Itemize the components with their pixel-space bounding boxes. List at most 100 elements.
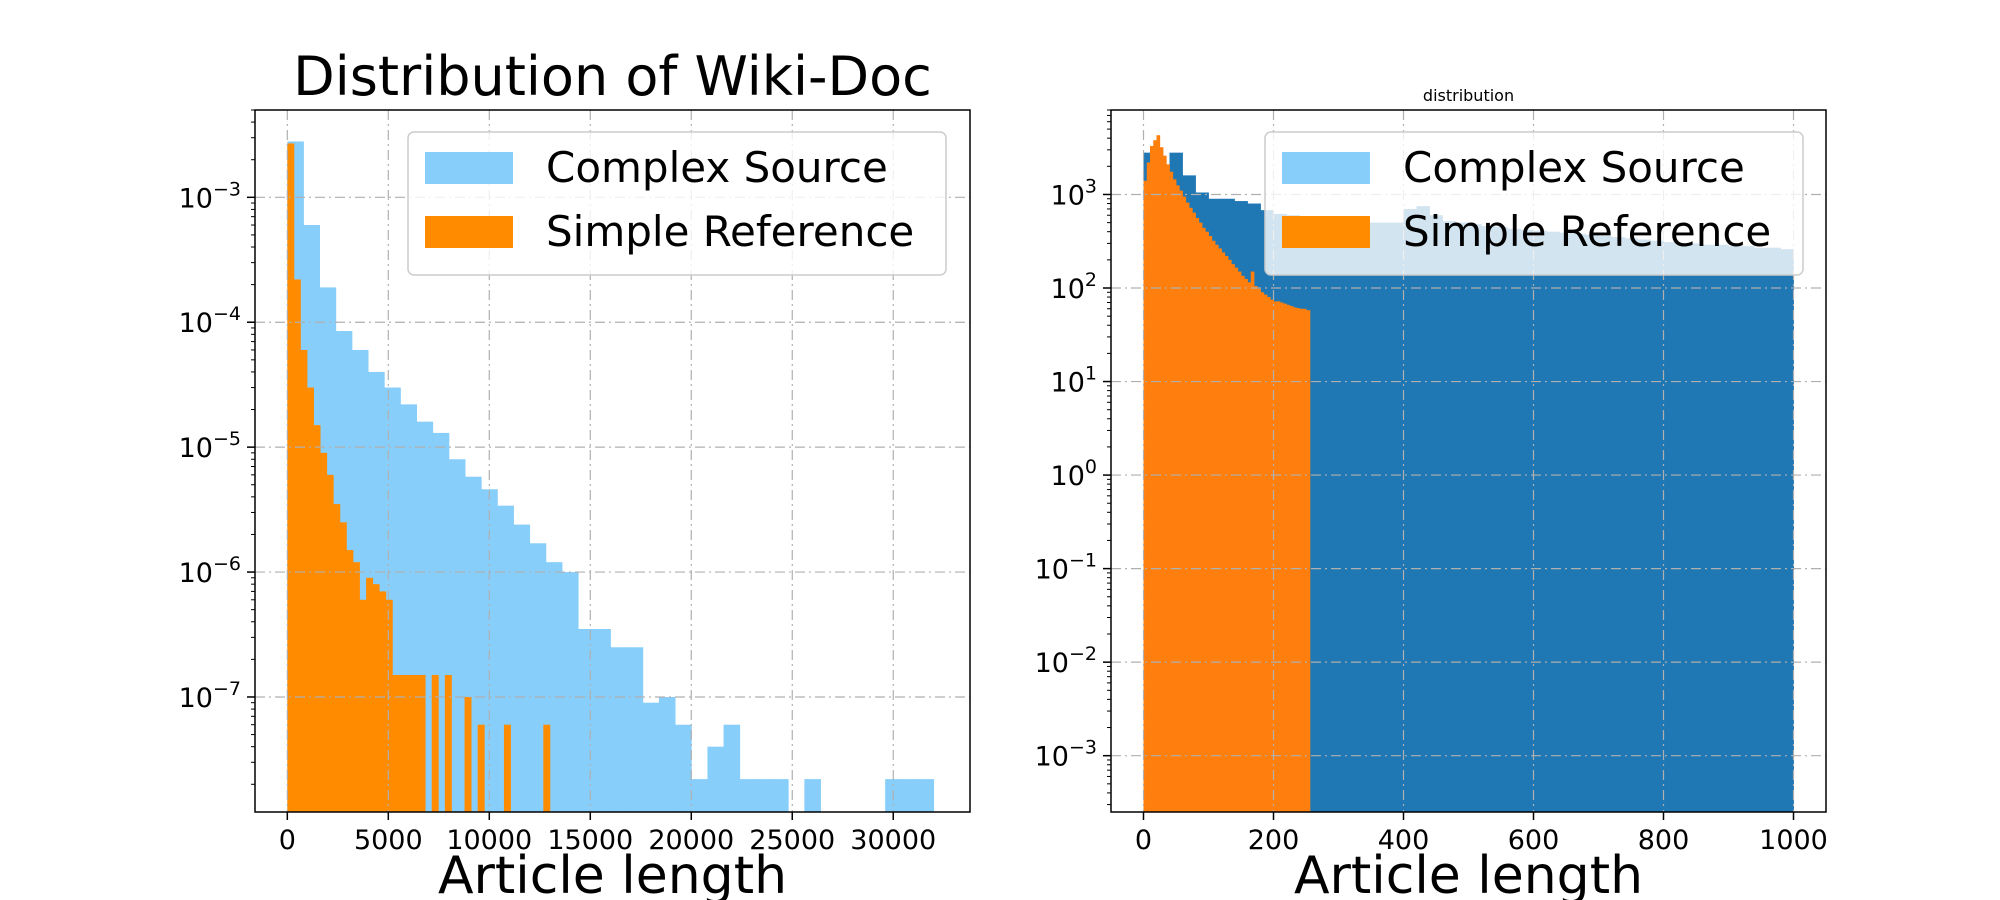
bar (1754, 247, 1768, 812)
bar (1156, 135, 1161, 813)
bar (691, 779, 708, 812)
bar (1299, 308, 1304, 812)
bar (1559, 232, 1573, 813)
legend-swatch (1282, 216, 1370, 248)
bar (1250, 271, 1255, 812)
legend-label: Complex Source (1403, 143, 1745, 192)
legend-box (407, 131, 947, 276)
bar (346, 550, 354, 812)
bar (1159, 147, 1164, 813)
bar (372, 584, 380, 812)
bar (293, 279, 301, 812)
bar (1293, 307, 1297, 812)
bar (1244, 278, 1248, 812)
bar (1286, 304, 1291, 812)
bar (333, 504, 341, 812)
bar (610, 647, 628, 812)
bar (379, 591, 387, 812)
series-1 (1143, 135, 1311, 813)
bar (513, 524, 531, 812)
bar (1254, 286, 1258, 812)
bar (418, 674, 426, 812)
bar (405, 674, 413, 812)
bar (392, 674, 400, 812)
plot-frame (1110, 109, 1827, 813)
bar (1202, 227, 1206, 812)
bar (1312, 218, 1326, 812)
chart-title: distribution (1423, 86, 1514, 105)
bar (1221, 252, 1226, 812)
bar (1741, 246, 1755, 812)
bar (1338, 221, 1352, 813)
bar (1218, 248, 1222, 813)
bar (1283, 303, 1287, 812)
bar (626, 647, 644, 812)
bar (1146, 162, 1151, 812)
bar (352, 562, 360, 812)
legend-swatch (1282, 152, 1370, 184)
bar (1231, 264, 1235, 812)
bar (477, 724, 485, 812)
bar (1267, 297, 1271, 812)
bar (300, 349, 308, 812)
chart-distribution: 0 200 400 600 800 1000 103 102 101 100 10−1 10−2 10−… (1035, 86, 1828, 900)
x-tick-label: 400 (1378, 825, 1430, 856)
bar (1153, 140, 1157, 813)
legend-label: Simple Reference (546, 207, 914, 256)
bar (431, 674, 439, 812)
bar (529, 543, 547, 812)
bar (1182, 196, 1187, 813)
bar (1390, 222, 1404, 812)
bar (1403, 208, 1417, 812)
bar (1166, 164, 1170, 812)
bar (707, 746, 724, 812)
bar (1296, 308, 1300, 812)
x-tick-label: 1000 (1759, 825, 1828, 856)
bar (444, 674, 452, 812)
bar (385, 599, 393, 812)
bar (359, 599, 367, 812)
legend: Complex Source Simple Reference (407, 131, 947, 276)
bar (1546, 231, 1560, 812)
bar (562, 572, 579, 812)
bar (1172, 179, 1177, 812)
bar (1455, 222, 1469, 812)
bar (1176, 185, 1180, 812)
bar (1429, 215, 1443, 813)
bar (1663, 242, 1677, 813)
bar (1198, 222, 1203, 812)
bar (901, 779, 918, 812)
bar (1728, 246, 1742, 812)
x-tick-label: 20000 (648, 825, 734, 856)
x-tick-label: 0 (1135, 825, 1152, 856)
y-minor-ticks (251, 109, 255, 785)
x-tick-label: 5000 (354, 825, 423, 856)
bar (1192, 212, 1196, 813)
bar (1273, 301, 1278, 812)
bar (1585, 234, 1599, 813)
bar (464, 696, 472, 812)
bar (307, 387, 314, 812)
bar (1276, 301, 1281, 812)
legend-swatch (425, 152, 513, 184)
x-tick-label: 15000 (547, 825, 633, 856)
bar (398, 674, 406, 812)
x-tick-label: 25000 (749, 825, 835, 856)
bar (1189, 207, 1193, 812)
bar (1195, 218, 1200, 812)
bar (917, 779, 935, 812)
bar (1169, 171, 1174, 813)
bar (1676, 243, 1690, 812)
bar (1494, 226, 1508, 812)
bar (1351, 221, 1365, 813)
legend: Complex Source Simple Reference (1264, 131, 1804, 276)
chart-wiki-doc: 0 5000 10000 15000 20000 25000 30000 10−3 10−4 10… (179, 45, 971, 900)
bar (412, 674, 419, 812)
bar (1241, 275, 1245, 812)
x-tick-label: 200 (1248, 825, 1300, 856)
x-tick-label: 10000 (446, 825, 532, 856)
y-tick-label: 10−3 (1035, 737, 1097, 773)
bar (1179, 190, 1183, 813)
bar (804, 779, 821, 812)
bar (1572, 233, 1586, 812)
